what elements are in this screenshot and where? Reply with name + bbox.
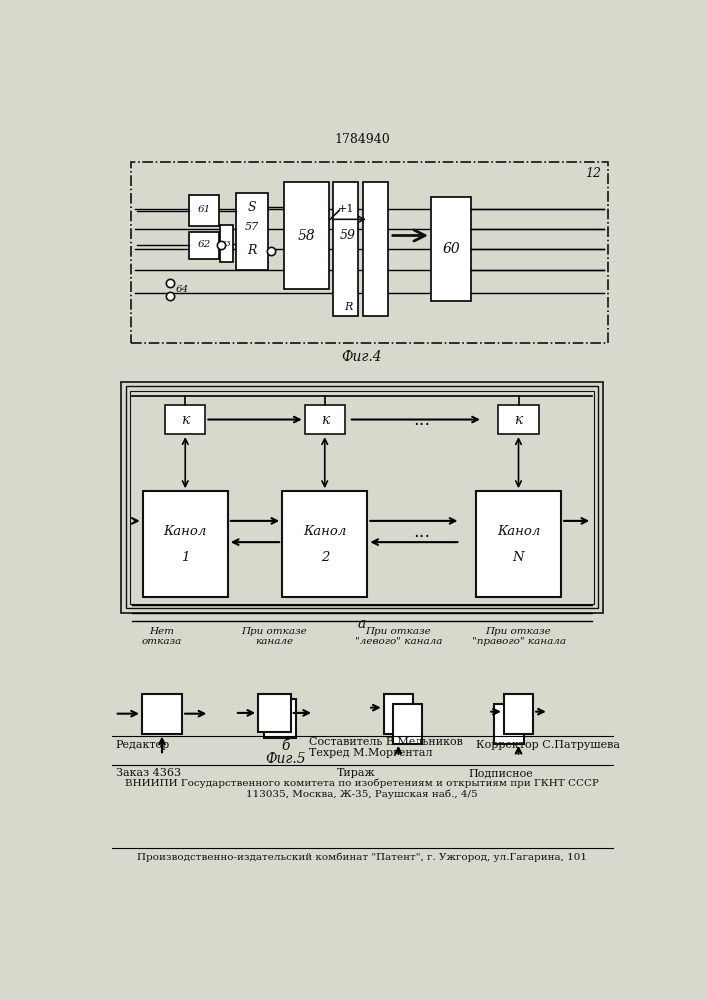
Text: Канол: Канол <box>163 525 207 538</box>
Bar <box>130 391 594 604</box>
Text: 2: 2 <box>320 551 329 564</box>
Text: Корректор С.Патрушева: Корректор С.Патрушева <box>476 740 620 750</box>
Text: 57: 57 <box>245 222 259 232</box>
Text: Подписное: Подписное <box>468 768 533 778</box>
Text: Канол: Канол <box>303 525 346 538</box>
Bar <box>143 491 228 597</box>
Bar <box>282 491 368 597</box>
Text: При отказе: При отказе <box>366 627 431 636</box>
Text: "левого" канала: "левого" канала <box>355 637 442 646</box>
Bar <box>498 405 539 434</box>
Bar <box>126 386 598 608</box>
Bar <box>393 704 422 744</box>
Text: Производственно-издательский комбинат "Патент", г. Ужгород, ул.Гагарина, 101: Производственно-издательский комбинат "П… <box>137 853 587 862</box>
Text: ...: ... <box>413 411 431 429</box>
Bar <box>384 694 413 734</box>
Text: Нет: Нет <box>149 627 175 636</box>
Text: канале: канале <box>255 637 293 646</box>
Text: R: R <box>344 302 352 312</box>
Bar <box>264 699 296 738</box>
Text: Заказ 4363: Заказ 4363 <box>115 768 180 778</box>
Text: "правого" канала: "правого" канала <box>472 637 566 646</box>
Bar <box>235 193 268 270</box>
Bar <box>189 232 218 259</box>
Text: 1: 1 <box>181 551 189 564</box>
Bar <box>363 182 388 316</box>
Text: 58: 58 <box>297 229 315 242</box>
Text: Канол: Канол <box>497 525 540 538</box>
Text: б: б <box>282 739 291 753</box>
Bar <box>504 694 533 734</box>
Text: При отказе: При отказе <box>486 627 551 636</box>
Text: 60: 60 <box>442 242 460 256</box>
Text: R: R <box>247 244 257 257</box>
Text: Фиг.4: Фиг.4 <box>341 350 382 364</box>
Text: к: к <box>515 413 522 427</box>
Text: Техред М.Моргентал: Техред М.Моргентал <box>309 748 433 758</box>
Bar <box>431 197 472 301</box>
Text: отказа: отказа <box>142 637 182 646</box>
Bar <box>305 405 345 434</box>
Bar <box>121 382 603 613</box>
Text: Фиг.5: Фиг.5 <box>266 752 306 766</box>
Bar <box>494 704 524 744</box>
Text: Составитель В.Мельников: Составитель В.Мельников <box>309 737 463 747</box>
Bar <box>142 694 182 734</box>
Text: 59: 59 <box>340 229 356 242</box>
Text: S: S <box>247 201 256 214</box>
Text: 61: 61 <box>197 205 211 214</box>
Text: При отказе: При отказе <box>242 627 308 636</box>
Text: к: к <box>181 413 189 427</box>
Text: Редактор: Редактор <box>115 740 170 750</box>
Text: 64: 64 <box>176 285 189 294</box>
Text: 62: 62 <box>197 240 211 249</box>
Text: а: а <box>358 617 366 631</box>
Bar <box>131 162 607 343</box>
Bar <box>332 182 358 316</box>
Bar <box>258 694 291 732</box>
Text: Тираж: Тираж <box>337 768 375 778</box>
Text: 113035, Москва, Ж-35, Раушская наб., 4/5: 113035, Москва, Ж-35, Раушская наб., 4/5 <box>246 790 478 799</box>
Bar <box>165 405 206 434</box>
Text: к: к <box>321 413 329 427</box>
Text: ВНИИПИ Государственного комитета по изобретениям и открытиям при ГКНТ СССР: ВНИИПИ Государственного комитета по изоб… <box>125 779 599 788</box>
Bar <box>284 182 329 289</box>
Bar <box>189 195 218 226</box>
Bar <box>476 491 561 597</box>
Text: 1784940: 1784940 <box>334 133 390 146</box>
Bar <box>220 225 233 262</box>
Text: N: N <box>513 551 525 564</box>
Text: ...: ... <box>413 523 431 541</box>
Text: +1: +1 <box>337 204 354 214</box>
Text: 63: 63 <box>221 240 232 248</box>
Text: 12: 12 <box>585 167 602 180</box>
